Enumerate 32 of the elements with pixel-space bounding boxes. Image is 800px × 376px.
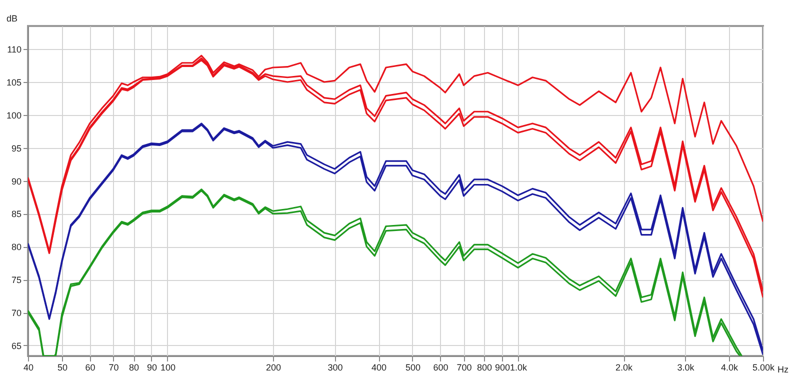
x-tick-label: 800: [477, 362, 492, 372]
x-tick-label: 2.0k: [616, 362, 634, 372]
x-tick-label: 300: [328, 362, 343, 372]
y-axis-title: dB: [6, 14, 18, 24]
x-tick-label: 3.0k: [677, 362, 695, 372]
y-tick-label: 105: [6, 77, 22, 88]
x-tick-label: 900: [494, 362, 510, 372]
y-tick-label: 100: [6, 110, 22, 120]
y-tick-label: 65: [11, 340, 22, 351]
x-tick-label: 90: [146, 362, 157, 372]
y-tick-label: 95: [11, 143, 22, 154]
y-tick-label: 70: [11, 308, 22, 318]
x-tick-label: 60: [85, 362, 96, 372]
y-tick-label: 90: [11, 176, 22, 186]
y-tick-label: 110: [7, 44, 22, 55]
y-tick-label: 75: [11, 275, 22, 286]
x-tick-label: 600: [433, 362, 448, 372]
x-tick-label: 400: [372, 362, 387, 372]
x-tick-label: 50: [57, 362, 68, 372]
x-tick-label: 5.00k: [752, 362, 775, 372]
x-tick-label: 80: [129, 362, 140, 372]
y-tick-label: 85: [11, 209, 22, 220]
x-tick-label: 1.0k: [510, 362, 528, 372]
x-tick-label: 4.0k: [721, 362, 739, 372]
x-axis-title: Hz: [778, 364, 789, 374]
x-tick-label: 70: [108, 362, 119, 372]
x-tick-label: 500: [405, 362, 420, 372]
x-tick-label: 200: [266, 362, 282, 372]
x-tick-label: 700: [456, 362, 472, 372]
x-tick-label: 100: [160, 362, 176, 372]
x-tick-label: 40: [23, 362, 34, 372]
y-tick-label: 80: [11, 242, 22, 252]
